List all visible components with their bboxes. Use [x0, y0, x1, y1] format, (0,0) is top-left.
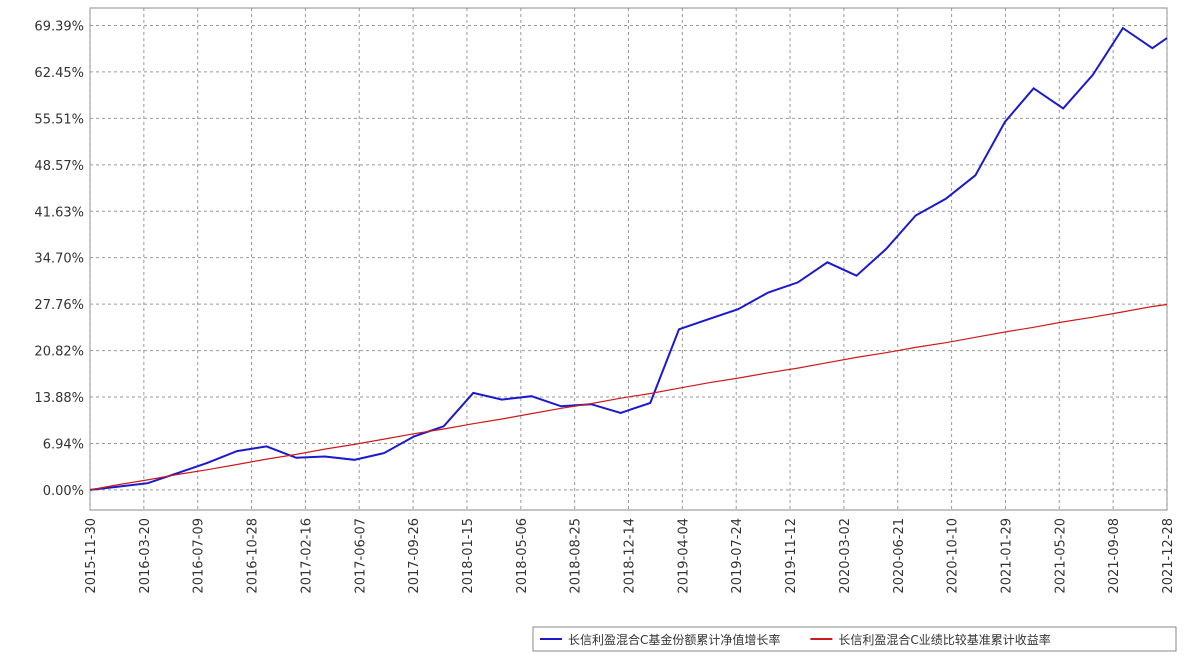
- x-tick-label: 2018-08-25: [569, 518, 584, 594]
- x-tick-label: 2021-12-28: [1161, 518, 1176, 594]
- x-tick-label: 2019-07-24: [730, 518, 745, 594]
- y-tick-label: 20.82%: [34, 345, 84, 360]
- x-tick-label: 2021-09-08: [1107, 518, 1122, 594]
- x-tick-label: 2018-01-15: [461, 518, 476, 594]
- y-tick-label: 69.39%: [34, 19, 84, 34]
- y-tick-label: 48.57%: [34, 159, 84, 174]
- x-tick-label: 2016-07-09: [192, 518, 207, 594]
- page: 0.00% 6.94% 13.88% 20.82% 27.76% 34.70% 41.63%…: [0, 0, 1185, 655]
- x-tick-label: 2021-01-29: [999, 518, 1014, 594]
- x-tick-label: 2020-06-21: [892, 518, 907, 594]
- y-tick-label: 0.00%: [43, 484, 84, 499]
- x-tick-label: 2018-12-14: [623, 518, 638, 594]
- x-tick-label: 2016-03-20: [138, 518, 153, 594]
- y-tick-label: 55.51%: [34, 112, 84, 127]
- x-tick-label: 2015-11-30: [84, 518, 99, 594]
- x-tick-label: 2017-02-16: [299, 518, 314, 594]
- legend-label: 长信利盈混合C基金份额累计净值增长率: [568, 632, 780, 647]
- legend-label: 长信利盈混合C业绩比较基准累计收益率: [838, 632, 1050, 647]
- x-tick-label: 2016-10-28: [246, 518, 261, 594]
- legend: 长信利盈混合C基金份额累计净值增长率 长信利盈混合C业绩比较基准累计收益率: [533, 627, 1176, 651]
- x-tick-label: 2017-09-26: [407, 518, 422, 594]
- x-tick-label: 2017-06-07: [353, 518, 368, 594]
- y-tick-label: 13.88%: [34, 391, 84, 406]
- x-tick-label: 2020-03-02: [838, 518, 853, 594]
- y-tick-label: 34.70%: [34, 252, 84, 267]
- y-tick-label: 41.63%: [34, 205, 84, 220]
- chart: 0.00% 6.94% 13.88% 20.82% 27.76% 34.70% 41.63%…: [0, 0, 1185, 655]
- y-tick-label: 6.94%: [43, 437, 84, 452]
- x-tick-label: 2020-10-10: [946, 518, 961, 594]
- x-tick-label: 2018-05-06: [515, 518, 530, 594]
- x-tick-label: 2021-05-20: [1053, 518, 1068, 594]
- x-tick-label: 2019-11-12: [784, 518, 799, 594]
- y-tick-label: 62.45%: [34, 66, 84, 81]
- x-tick-label: 2019-04-04: [676, 518, 691, 594]
- y-tick-label: 27.76%: [34, 298, 84, 313]
